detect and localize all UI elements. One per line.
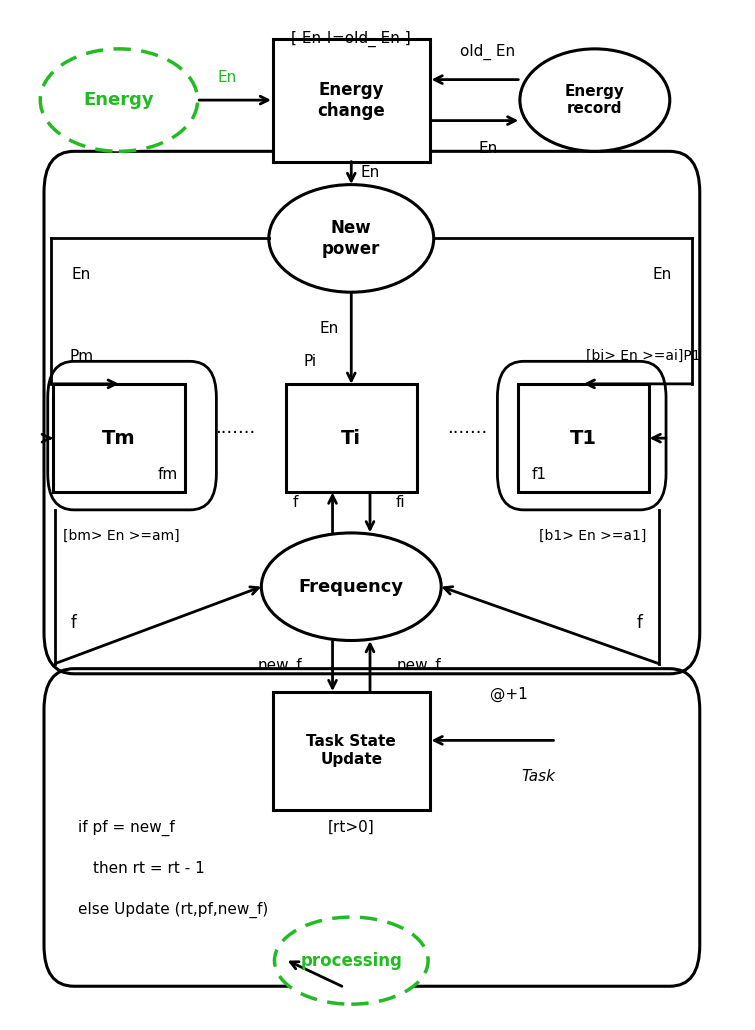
Text: [rt>0]: [rt>0] — [328, 820, 374, 835]
Text: @+1: @+1 — [490, 687, 528, 701]
Text: old_ En: old_ En — [461, 44, 516, 60]
Text: En: En — [218, 70, 237, 85]
Text: .......: ....... — [447, 419, 488, 437]
Text: [bm> En >=am]: [bm> En >=am] — [63, 528, 179, 543]
Text: fi: fi — [395, 494, 405, 510]
Text: En: En — [319, 320, 338, 336]
Text: Ti: Ti — [341, 428, 362, 448]
Text: [b1> En >=a1]: [b1> En >=a1] — [539, 528, 646, 543]
Text: En: En — [72, 267, 91, 282]
Text: f: f — [292, 494, 297, 510]
Text: [ En !=old_ En ]: [ En !=old_ En ] — [291, 31, 411, 46]
FancyBboxPatch shape — [518, 384, 649, 492]
Text: .......: ....... — [215, 419, 255, 437]
Text: Task: Task — [522, 768, 556, 784]
FancyBboxPatch shape — [273, 39, 430, 162]
FancyBboxPatch shape — [54, 384, 184, 492]
Text: processing: processing — [300, 952, 402, 969]
Text: if pf = new_f: if pf = new_f — [78, 819, 174, 835]
Ellipse shape — [40, 48, 198, 151]
Text: fm: fm — [158, 467, 177, 481]
Text: Tm: Tm — [102, 428, 136, 448]
Text: New
power: New power — [322, 219, 381, 258]
Text: Pm: Pm — [69, 349, 94, 364]
Ellipse shape — [261, 533, 441, 641]
Text: Energy
change: Energy change — [317, 80, 385, 119]
Ellipse shape — [275, 917, 428, 1004]
Text: En: En — [479, 141, 498, 156]
Text: Energy: Energy — [84, 91, 154, 109]
Text: f1: f1 — [531, 467, 546, 481]
Text: [bi> En >=ai]P1: [bi> En >=ai]P1 — [586, 349, 701, 364]
Text: f: f — [637, 614, 643, 631]
Text: Frequency: Frequency — [299, 578, 404, 595]
Ellipse shape — [269, 184, 433, 293]
Ellipse shape — [520, 48, 670, 151]
Text: f: f — [71, 614, 77, 631]
Text: Energy
record: Energy record — [565, 83, 625, 116]
Text: then rt = rt - 1: then rt = rt - 1 — [93, 861, 205, 875]
FancyBboxPatch shape — [285, 384, 417, 492]
Text: T1: T1 — [570, 428, 597, 448]
Text: else Update (rt,pf,new_f): else Update (rt,pf,new_f) — [78, 901, 268, 918]
Text: new_f: new_f — [396, 658, 441, 675]
FancyBboxPatch shape — [273, 692, 430, 810]
Text: Pi: Pi — [304, 354, 316, 369]
Text: En: En — [360, 166, 380, 180]
Text: En: En — [652, 267, 672, 282]
Text: Task State
Update: Task State Update — [307, 734, 396, 766]
Text: new_f: new_f — [257, 658, 303, 675]
